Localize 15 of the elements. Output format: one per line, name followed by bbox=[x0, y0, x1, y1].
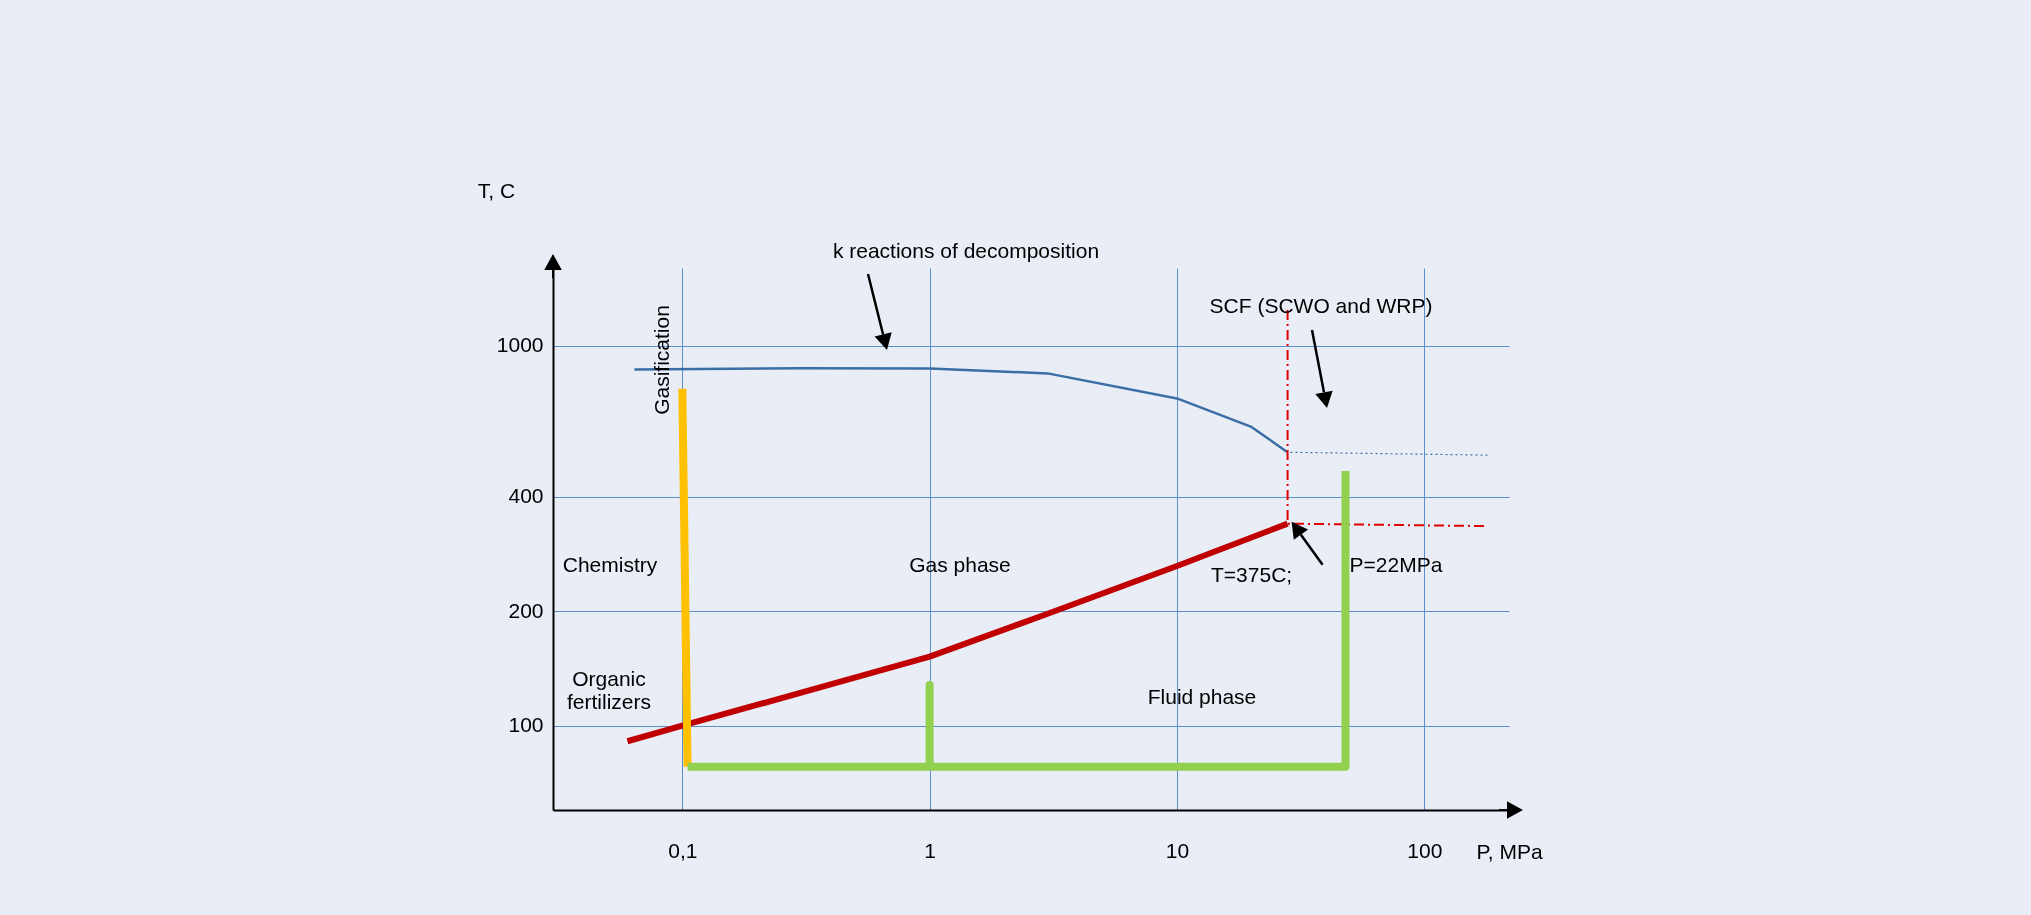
y-tick-label: 1000 bbox=[496, 333, 544, 357]
annotation: Organic fertilizers bbox=[566, 667, 652, 713]
text: k reactions of decomposition bbox=[832, 239, 1100, 262]
x-tick-label: 0,1 bbox=[668, 838, 698, 862]
x-tick-label: 10 bbox=[1165, 838, 1190, 862]
annotation: Chemistry bbox=[562, 553, 658, 576]
y-tick-label: 200 bbox=[508, 598, 544, 622]
y-tick-label: 100 bbox=[508, 713, 544, 737]
annotation: T=375C; bbox=[1211, 562, 1293, 586]
y-tick-label: 400 bbox=[508, 484, 544, 508]
x-tick-label: 100 bbox=[1407, 838, 1443, 862]
y-axis-title: T, C bbox=[477, 178, 516, 202]
x-tick-label: 1 bbox=[924, 838, 936, 862]
x-axis-title: P, MPa bbox=[1476, 839, 1543, 863]
annotation: Gasification bbox=[650, 305, 673, 415]
